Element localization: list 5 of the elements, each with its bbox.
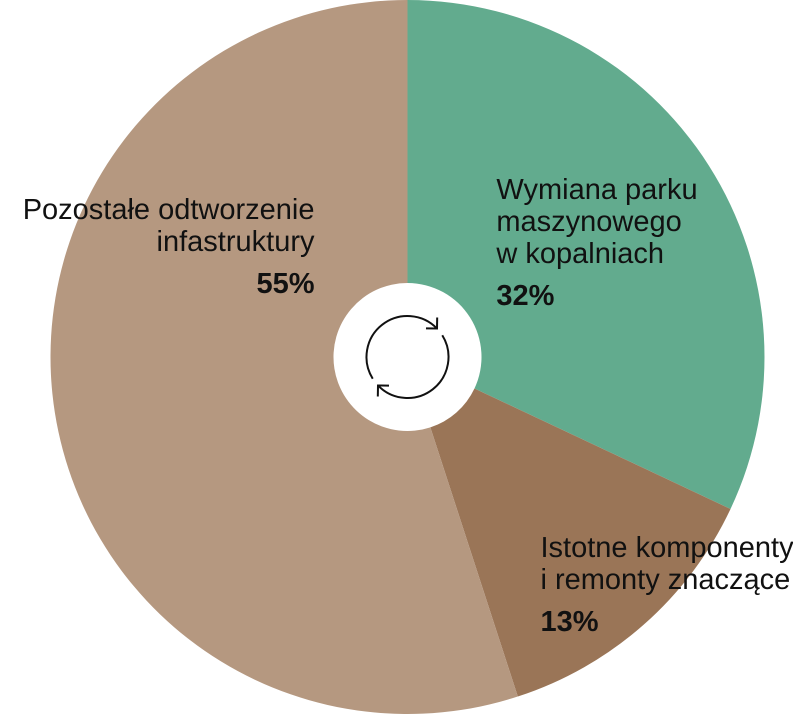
data-label: 13% <box>540 606 599 638</box>
donut-slice <box>408 0 764 510</box>
data-label: 32% <box>496 280 555 312</box>
data-label: 55% <box>256 268 315 300</box>
slice-label: Wymiana parku maszynowego w kopalniach <box>495 174 698 270</box>
